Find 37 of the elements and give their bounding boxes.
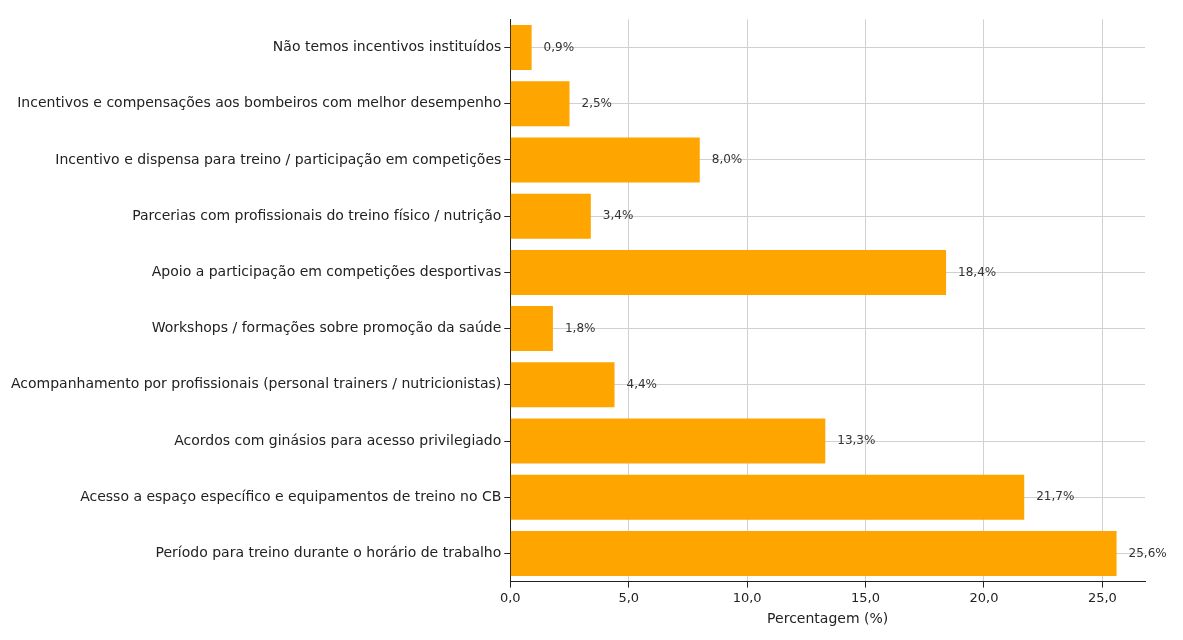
y-tick-label: Parcerias com profissionais do treino físico / nutrição <box>132 206 502 223</box>
x-axis-title: Percentagem (%) <box>767 610 889 627</box>
y-tick-label: Período para treino durante o horário de trabalho <box>155 544 502 561</box>
data-label: 3,4% <box>602 208 634 223</box>
x-tick-label: 15,0 <box>851 589 881 605</box>
bar <box>510 81 570 127</box>
bar <box>510 193 591 239</box>
y-tick-label: Não temos incentivos instituídos <box>272 38 502 55</box>
y-tick-label: Acesso a espaço específico e equipamentos de treino no CB <box>80 487 502 504</box>
y-tick-label: Incentivos e compensações aos bombeiros com melhor desempenho <box>17 94 502 111</box>
data-label: 8,0% <box>711 152 743 167</box>
bar <box>510 306 553 352</box>
bar <box>510 531 1117 576</box>
x-tick-label: 20,0 <box>969 589 999 605</box>
data-label: 1,8% <box>564 320 596 335</box>
data-label: 18,4% <box>958 264 997 279</box>
x-tick-label: 25,0 <box>1087 589 1117 605</box>
x-tick-label: 5,0 <box>618 589 640 605</box>
y-tick-label: Workshops / formações sobre promoção da saúde <box>151 319 502 336</box>
bar <box>510 362 615 408</box>
data-label: 21,7% <box>1036 489 1075 504</box>
y-tick-label: Acordos com ginásios para acesso privilegiado <box>174 431 502 448</box>
bar <box>510 249 947 295</box>
bar <box>510 474 1025 520</box>
bar <box>510 418 826 464</box>
y-tick-label: Acompanhamento por profissionais (personal trainers / nutricionistas) <box>11 375 502 392</box>
bar <box>510 25 532 70</box>
data-label: 25,6% <box>1128 545 1167 560</box>
y-tick-label: Incentivo e dispensa para treino / participação em competições <box>55 150 502 167</box>
data-label: 4,4% <box>626 376 658 391</box>
data-label: 13,3% <box>837 433 876 448</box>
y-tick-label: Apoio a participação em competições desportivas <box>151 263 502 280</box>
data-label: 0,9% <box>543 39 575 54</box>
x-tick-label: 0,0 <box>499 589 521 605</box>
x-tick-label: 10,0 <box>732 589 762 605</box>
bar <box>510 137 700 183</box>
data-label: 2,5% <box>581 95 613 110</box>
